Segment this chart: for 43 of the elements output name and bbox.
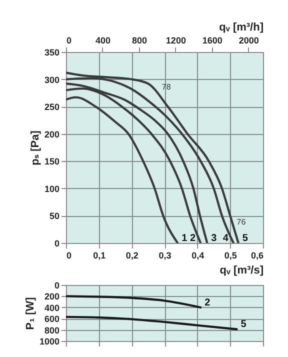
x2-axis-title: qᵥ [m³/h] [219,22,264,34]
series-label: 5 [240,319,247,330]
y-tick-label: 50 [49,211,60,222]
y-axis-title: pₛ [Pa] [29,130,42,166]
x2-tick-label: 800 [132,36,147,46]
y-tick-label: 600 [44,314,60,324]
series-label: 1 [182,233,188,244]
y-tick-label: 200 [44,292,60,302]
series-label: 2 [204,297,211,308]
line-series [66,96,179,243]
series-label: 5 [242,233,248,244]
x-tick-label: 0,4 [192,250,204,260]
x-tick-label: 0,2 [126,250,138,260]
y-axis-title: P₁ [W] [24,296,36,330]
line-series [66,295,202,308]
y-tick-label: 350 [44,48,60,58]
y-tick-label: 800 [44,325,60,336]
annotation: 76 [236,217,246,226]
x-tick-label: 0,6 [250,250,264,260]
y-tick-label: 0 [54,280,60,290]
series-label: 2 [190,233,196,244]
x-axis-title: qᵥ [m³/s] [220,264,264,276]
y-tick-label: 1000 [39,336,60,346]
y-tick-label: 400 [44,302,60,313]
x2-tick-label: 2000 [238,36,259,46]
x2-tick-label: 0 [66,36,72,46]
x-tick-label: 0 [66,250,72,260]
y-tick-label: 250 [44,102,60,112]
y-tick-label: 0 [54,238,60,248]
y-tick-label: 150 [44,156,60,167]
series-label: 3 [211,233,218,244]
series-label: 4 [222,233,229,244]
y-tick-label: 300 [44,74,60,85]
x2-tick-label: 400 [95,36,110,46]
y-tick-label: 200 [44,129,60,140]
x-tick-label: 0,3 [158,250,172,260]
x2-tick-label: 1200 [166,36,186,46]
line-series [66,316,238,330]
x-tick-label: 0,5 [224,250,237,260]
x2-tick-label: 1600 [202,36,222,46]
x-tick-label: 0,1 [93,250,106,260]
annotation: 78 [162,82,172,92]
y-tick-label: 100 [44,184,60,194]
